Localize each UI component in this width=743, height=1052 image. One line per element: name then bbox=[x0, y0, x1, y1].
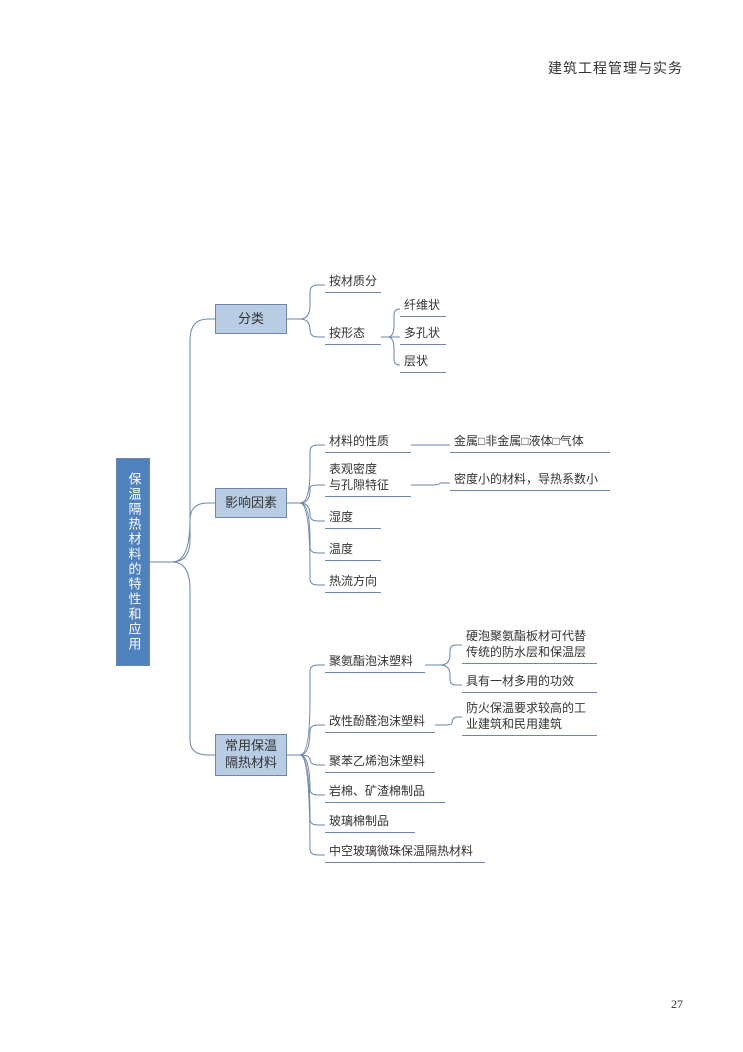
leaf-1-1: 表观密度与孔隙特征 bbox=[325, 462, 411, 497]
leaf-2-0-1: 具有一材多用的功效 bbox=[462, 672, 597, 693]
leaf-1-1-label: 表观密度与孔隙特征 bbox=[329, 462, 389, 492]
leaf-1-0: 材料的性质 bbox=[325, 432, 411, 453]
leaf-1-1-0: 密度小的材料，导热系数小 bbox=[450, 470, 610, 491]
mindmap-canvas: 保温隔热材料的特性和应用 分类 影响因素 常用保温隔热材料 按材质分 按形态 纤… bbox=[0, 0, 743, 1052]
branch-box-1: 影响因素 bbox=[215, 488, 287, 518]
leaf-0-1-0: 纤维状 bbox=[400, 296, 446, 317]
leaf-1-4: 热流方向 bbox=[325, 572, 381, 593]
leaf-0-1-2: 层状 bbox=[400, 352, 446, 373]
leaf-2-1-0: 防火保温要求较高的工业建筑和民用建筑 bbox=[462, 700, 597, 736]
leaf-2-5: 中空玻璃微珠保温隔热材料 bbox=[325, 842, 485, 863]
branch-box-0: 分类 bbox=[215, 304, 287, 334]
leaf-2-0: 聚氨酯泡沫塑料 bbox=[325, 652, 425, 673]
leaf-2-0-0: 硬泡聚氨酯板材可代替传统的防水层和保温层 bbox=[462, 628, 597, 664]
leaf-2-4: 玻璃棉制品 bbox=[325, 812, 415, 833]
branch-box-2: 常用保温隔热材料 bbox=[215, 734, 287, 776]
root-node: 保温隔热材料的特性和应用 bbox=[116, 458, 150, 666]
leaf-1-2: 湿度 bbox=[325, 508, 381, 529]
leaf-2-3: 岩棉、矿渣棉制品 bbox=[325, 782, 445, 803]
leaf-1-3: 温度 bbox=[325, 540, 381, 561]
leaf-2-1: 改性酚醛泡沫塑料 bbox=[325, 712, 435, 733]
leaf-0-0: 按材质分 bbox=[325, 272, 381, 293]
leaf-2-2: 聚苯乙烯泡沫塑料 bbox=[325, 752, 435, 773]
leaf-0-1-1: 多孔状 bbox=[400, 324, 446, 345]
leaf-0-1: 按形态 bbox=[325, 324, 381, 345]
leaf-1-0-0: 金属□非金属□液体□气体 bbox=[450, 432, 610, 453]
branch-box-2-label: 常用保温隔热材料 bbox=[225, 738, 277, 772]
